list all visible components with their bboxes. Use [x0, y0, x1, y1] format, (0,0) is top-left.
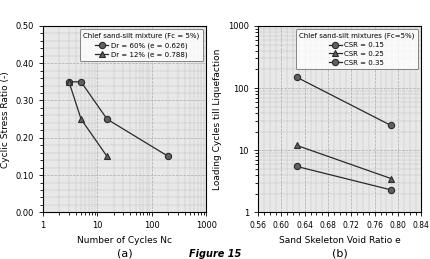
Text: (a): (a)	[117, 249, 132, 259]
CSR = 0.35	[388, 188, 393, 191]
CSR = 0.15	[388, 124, 393, 127]
CSR = 0.35	[294, 165, 299, 168]
Dr = 12% (e = 0.788)	[66, 80, 71, 83]
Line: CSR = 0.25: CSR = 0.25	[293, 142, 394, 182]
CSR = 0.25	[294, 144, 299, 147]
Text: (b): (b)	[332, 249, 347, 259]
Y-axis label: Cyclic Stress Ratio (-): Cyclic Stress Ratio (-)	[1, 71, 10, 168]
Text: Figure 15: Figure 15	[189, 249, 241, 259]
Dr = 60% (e = 0.626)	[166, 155, 171, 158]
Line: Dr = 60% (e = 0.626): Dr = 60% (e = 0.626)	[66, 79, 172, 160]
Dr = 60% (e = 0.626)	[104, 118, 110, 121]
X-axis label: Sand Skeleton Void Ratio e: Sand Skeleton Void Ratio e	[279, 236, 401, 245]
Line: CSR = 0.35: CSR = 0.35	[293, 163, 394, 193]
Y-axis label: Loading Cycles till Liquefaction: Loading Cycles till Liquefaction	[213, 48, 222, 190]
Dr = 12% (e = 0.788)	[79, 118, 84, 121]
X-axis label: Number of Cycles Nc: Number of Cycles Nc	[77, 236, 172, 245]
Legend: Dr = 60% (e = 0.626), Dr = 12% (e = 0.788): Dr = 60% (e = 0.626), Dr = 12% (e = 0.78…	[80, 29, 203, 61]
Dr = 12% (e = 0.788)	[104, 155, 110, 158]
Line: CSR = 0.15: CSR = 0.15	[293, 74, 394, 129]
Dr = 60% (e = 0.626)	[79, 80, 84, 83]
Legend: CSR = 0.15, CSR = 0.25, CSR = 0.35: CSR = 0.15, CSR = 0.25, CSR = 0.35	[295, 29, 418, 69]
CSR = 0.25	[388, 177, 393, 180]
Dr = 60% (e = 0.626)	[66, 80, 71, 83]
CSR = 0.15	[294, 76, 299, 79]
Line: Dr = 12% (e = 0.788): Dr = 12% (e = 0.788)	[66, 79, 110, 160]
